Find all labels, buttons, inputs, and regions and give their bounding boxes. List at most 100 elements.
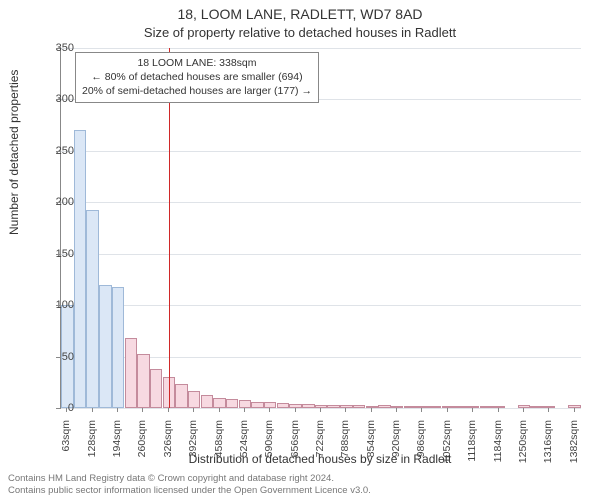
y-axis-title: Number of detached properties [7, 70, 21, 235]
x-tick-label: 1184sqm [492, 420, 504, 476]
histogram-bar [188, 391, 200, 408]
y-tick-mark [56, 305, 60, 306]
histogram-bar [99, 285, 111, 408]
histogram-bar [226, 399, 238, 408]
y-tick-mark [56, 151, 60, 152]
histogram-bar [86, 210, 98, 409]
histogram-bar [175, 384, 187, 408]
histogram-bar [302, 404, 314, 408]
x-tick-mark [295, 408, 296, 412]
histogram-bar [454, 406, 466, 408]
info-line-2: ← 80% of detached houses are smaller (69… [82, 70, 312, 84]
x-tick-mark [371, 408, 372, 412]
x-tick-mark [421, 408, 422, 412]
y-tick-mark [56, 48, 60, 49]
y-tick-mark [56, 202, 60, 203]
x-tick-mark [574, 408, 575, 412]
histogram-bar [239, 400, 251, 408]
y-tick-mark [56, 99, 60, 100]
x-tick-mark [92, 408, 93, 412]
x-tick-mark [244, 408, 245, 412]
histogram-bar [150, 369, 162, 408]
x-tick-mark [142, 408, 143, 412]
x-tick-label: 260sqm [136, 420, 148, 476]
x-tick-label: 722sqm [314, 420, 326, 476]
x-tick-label: 524sqm [238, 420, 250, 476]
x-tick-mark [193, 408, 194, 412]
histogram-bar [353, 405, 365, 408]
x-tick-mark [66, 408, 67, 412]
y-tick-mark [56, 408, 60, 409]
y-tick-label: 100 [34, 299, 74, 311]
x-tick-label: 590sqm [263, 420, 275, 476]
y-tick-mark [56, 357, 60, 358]
x-tick-mark [219, 408, 220, 412]
x-tick-label: 458sqm [213, 420, 225, 476]
histogram-bar [125, 338, 137, 408]
chart-container: 18, LOOM LANE, RADLETT, WD7 8AD Size of … [0, 0, 600, 500]
histogram-bar [404, 406, 416, 408]
histogram-bar [327, 405, 339, 408]
x-tick-mark [523, 408, 524, 412]
x-tick-label: 194sqm [111, 420, 123, 476]
gridline [61, 408, 581, 409]
x-tick-label: 392sqm [187, 420, 199, 476]
x-tick-label: 63sqm [60, 420, 72, 476]
x-tick-label: 128sqm [86, 420, 98, 476]
y-tick-label: 350 [34, 42, 74, 54]
x-tick-mark [320, 408, 321, 412]
chart-title-sub: Size of property relative to detached ho… [0, 25, 600, 40]
x-tick-mark [548, 408, 549, 412]
x-tick-label: 326sqm [162, 420, 174, 476]
x-tick-mark [472, 408, 473, 412]
x-tick-label: 986sqm [415, 420, 427, 476]
info-line-3: 20% of semi-detached houses are larger (… [82, 84, 312, 98]
histogram-bar [74, 130, 86, 408]
x-tick-label: 788sqm [339, 420, 351, 476]
x-tick-label: 1052sqm [441, 420, 453, 476]
histogram-bar [137, 354, 149, 409]
histogram-bar [492, 406, 504, 408]
x-tick-label: 1316sqm [542, 420, 554, 476]
x-tick-label: 1118sqm [466, 420, 478, 476]
y-tick-label: 300 [34, 93, 74, 105]
y-tick-label: 200 [34, 196, 74, 208]
histogram-bar [530, 406, 542, 408]
x-tick-mark [168, 408, 169, 412]
histogram-bar [366, 406, 378, 408]
x-tick-mark [269, 408, 270, 412]
histogram-bar [480, 406, 492, 408]
gridline [61, 48, 581, 49]
x-tick-mark [345, 408, 346, 412]
x-tick-mark [117, 408, 118, 412]
x-tick-label: 1382sqm [568, 420, 580, 476]
y-tick-label: 150 [34, 248, 74, 260]
x-tick-mark [498, 408, 499, 412]
x-tick-label: 1250sqm [517, 420, 529, 476]
y-tick-label: 0 [34, 402, 74, 414]
histogram-bar [429, 406, 441, 408]
histogram-bar [251, 402, 263, 408]
y-tick-label: 50 [34, 351, 74, 363]
histogram-bar [112, 287, 124, 408]
reference-info-box: 18 LOOM LANE: 338sqm ← 80% of detached h… [75, 52, 319, 103]
footer-attribution: Contains HM Land Registry data © Crown c… [8, 473, 371, 496]
gridline [61, 202, 581, 203]
histogram-bar [277, 403, 289, 408]
x-tick-label: 656sqm [289, 420, 301, 476]
x-tick-label: 854sqm [365, 420, 377, 476]
histogram-bar [213, 398, 225, 408]
chart-title-main: 18, LOOM LANE, RADLETT, WD7 8AD [0, 6, 600, 22]
y-tick-mark [56, 254, 60, 255]
histogram-bar [378, 405, 390, 408]
gridline [61, 151, 581, 152]
histogram-bar [201, 395, 213, 408]
x-tick-mark [447, 408, 448, 412]
y-tick-label: 250 [34, 145, 74, 157]
x-tick-label: 920sqm [390, 420, 402, 476]
x-tick-mark [396, 408, 397, 412]
footer-line-2: Contains public sector information licen… [8, 485, 371, 496]
gridline [61, 305, 581, 306]
info-line-1: 18 LOOM LANE: 338sqm [82, 56, 312, 70]
gridline [61, 254, 581, 255]
